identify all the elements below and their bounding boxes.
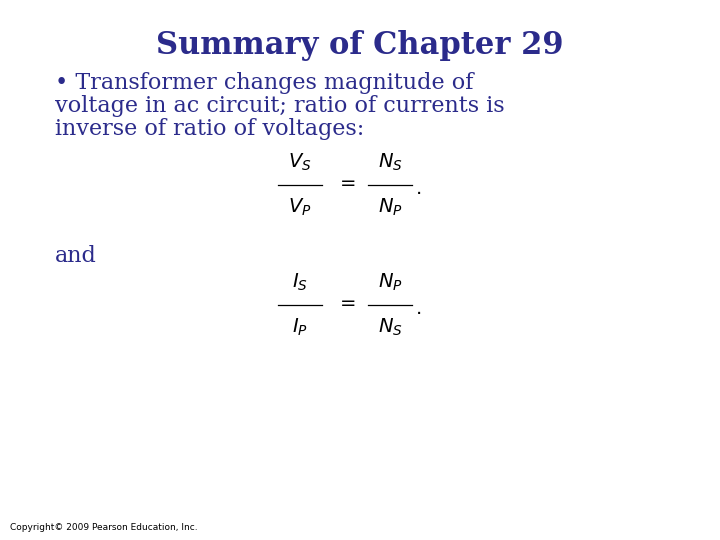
Text: Summary of Chapter 29: Summary of Chapter 29 xyxy=(156,30,564,61)
Text: $\mathit{N}_S$: $\mathit{N}_S$ xyxy=(377,317,402,338)
Text: voltage in ac circuit; ratio of currents is: voltage in ac circuit; ratio of currents… xyxy=(55,95,505,117)
Text: $\mathit{V}_P$: $\mathit{V}_P$ xyxy=(288,197,312,218)
Text: =: = xyxy=(340,173,356,192)
Text: $\mathit{N}_P$: $\mathit{N}_P$ xyxy=(377,197,402,218)
Text: $\mathit{V}_S$: $\mathit{V}_S$ xyxy=(288,152,312,173)
Text: $\mathit{N}_P$: $\mathit{N}_P$ xyxy=(377,272,402,293)
Text: $\mathit{I}_S$: $\mathit{I}_S$ xyxy=(292,272,308,293)
Text: • Transformer changes magnitude of: • Transformer changes magnitude of xyxy=(55,72,473,94)
Text: inverse of ratio of voltages:: inverse of ratio of voltages: xyxy=(55,118,364,140)
Text: .: . xyxy=(416,179,422,199)
Text: .: . xyxy=(416,300,422,319)
Text: =: = xyxy=(340,294,356,313)
Text: and: and xyxy=(55,245,97,267)
Text: Copyright© 2009 Pearson Education, Inc.: Copyright© 2009 Pearson Education, Inc. xyxy=(10,523,197,532)
Text: $\mathit{I}_P$: $\mathit{I}_P$ xyxy=(292,317,308,338)
Text: $\mathit{N}_S$: $\mathit{N}_S$ xyxy=(377,152,402,173)
